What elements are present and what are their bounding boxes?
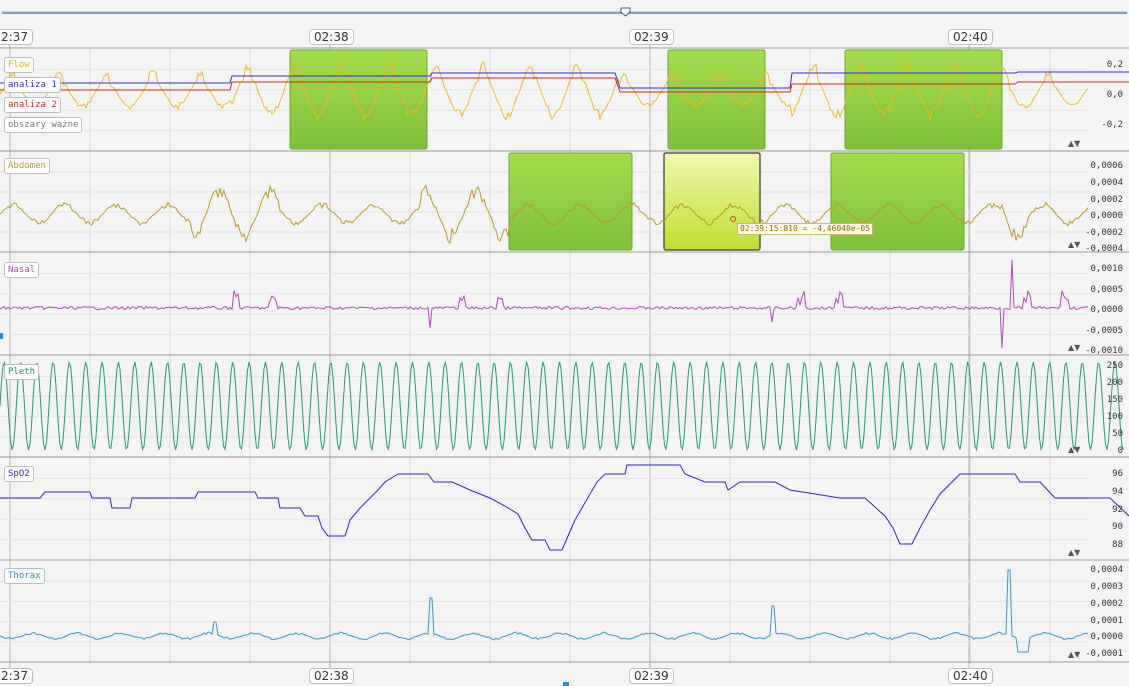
important-region-abdomen-3 xyxy=(830,152,965,251)
channel-label-spo2[interactable]: SpO2 xyxy=(4,466,34,482)
ytick-thorax-4: 0,0000 xyxy=(1090,632,1123,642)
playhead-marker[interactable] xyxy=(563,682,569,686)
ytick-pleth-5: 0 xyxy=(1117,446,1123,456)
ytick-spo2-0: 96 xyxy=(1112,469,1123,479)
ytick-thorax-2: 0,0002 xyxy=(1090,599,1123,609)
important-region-abdomen-1 xyxy=(508,152,633,251)
time-label-bottom-2: 02:39 xyxy=(629,668,674,684)
flow-waveform xyxy=(0,58,1089,121)
important-region-flow-2 xyxy=(667,49,766,150)
spo2-line xyxy=(0,464,1129,551)
cursor-tooltip: 02:39:15:810 = -4,46040e-05 xyxy=(737,223,874,235)
ytick-abdomen-3: 0,0000 xyxy=(1090,211,1123,221)
ytick-pleth-0: 250 xyxy=(1106,361,1123,371)
ytick-nasal-2: 0,0000 xyxy=(1090,305,1123,315)
channel-label-analiza-2[interactable]: analiza 2 xyxy=(4,97,61,113)
ytick-pleth-4: 50 xyxy=(1112,429,1123,439)
time-label-top-2: 02:39 xyxy=(629,29,674,45)
ytick-flow-2: -0,2 xyxy=(1101,120,1123,130)
scale-arrows-icon: ▲▼ xyxy=(1068,650,1081,659)
important-region-flow-3 xyxy=(844,49,1003,150)
scale-arrows-icon: ▲▼ xyxy=(1068,548,1081,557)
ytick-flow-1: 0,0 xyxy=(1106,90,1123,100)
ytick-thorax-0: 0,0004 xyxy=(1090,565,1123,575)
ytick-thorax-5: -0,0001 xyxy=(1085,649,1123,659)
ytick-flow-0: 0,2 xyxy=(1106,60,1123,70)
ytick-nasal-3: -0,0005 xyxy=(1085,326,1123,336)
scale-arrows-icon: ▲▼ xyxy=(1068,343,1081,352)
time-label-bottom-3: 02:40 xyxy=(948,668,993,684)
analiza-2-line xyxy=(0,77,1129,93)
abdomen-waveform xyxy=(0,184,1089,245)
thorax-waveform xyxy=(0,569,1089,653)
nasal-waveform xyxy=(0,259,1089,349)
time-label-top-3: 02:40 xyxy=(948,29,993,45)
timeline-scrollbar-highlight xyxy=(2,11,1127,12)
time-label-top-0: 2:37 xyxy=(0,29,33,45)
ytick-abdomen-2: 0,0002 xyxy=(1090,195,1123,205)
ytick-abdomen-0: 0,0006 xyxy=(1090,161,1123,171)
channel-label-obszary-wazne[interactable]: obszary ważne xyxy=(4,117,83,133)
important-region-flow-1 xyxy=(289,49,428,150)
ytick-spo2-2: 92 xyxy=(1112,505,1123,515)
ytick-pleth-1: 200 xyxy=(1106,378,1123,388)
cursor-point xyxy=(730,216,736,222)
important-region-abdomen-selected xyxy=(663,152,761,251)
ytick-nasal-4: -0,0010 xyxy=(1085,346,1123,356)
ytick-abdomen-5: -0,0004 xyxy=(1085,244,1123,254)
ytick-pleth-3: 100 xyxy=(1106,412,1123,422)
time-label-bottom-0: 2:37 xyxy=(0,668,33,684)
ytick-spo2-4: 88 xyxy=(1112,540,1123,550)
ytick-spo2-1: 94 xyxy=(1112,487,1123,497)
channel-label-pleth[interactable]: Pleth xyxy=(4,364,40,380)
ytick-nasal-1: 0,0005 xyxy=(1090,285,1123,295)
timeline-scrollbar[interactable] xyxy=(2,12,1127,14)
channel-label-analiza-1[interactable]: analiza 1 xyxy=(4,77,61,93)
timeline-scroll-handle[interactable] xyxy=(620,7,631,17)
channel-label-abdomen[interactable]: Abdomen xyxy=(4,158,50,174)
time-label-bottom-1: 02:38 xyxy=(309,668,354,684)
channel-label-flow[interactable]: Flow xyxy=(4,57,34,73)
analiza-1-line xyxy=(0,71,1129,89)
ytick-nasal-0: 0,0010 xyxy=(1090,264,1123,274)
channel-label-thorax[interactable]: Thorax xyxy=(4,568,45,584)
time-label-top-1: 02:38 xyxy=(309,29,354,45)
ytick-thorax-1: 0,0003 xyxy=(1090,582,1123,592)
channel-label-nasal[interactable]: Nasal xyxy=(4,262,40,278)
ytick-spo2-3: 90 xyxy=(1112,522,1123,532)
ytick-thorax-3: 0,0001 xyxy=(1090,616,1123,626)
scale-arrows-icon: ▲▼ xyxy=(1068,240,1081,249)
ytick-abdomen-4: -0,0002 xyxy=(1085,228,1123,238)
scale-arrows-icon: ▲▼ xyxy=(1068,139,1081,148)
ytick-pleth-2: 150 xyxy=(1106,395,1123,405)
ytick-abdomen-1: 0,0004 xyxy=(1090,178,1123,188)
left-edge-marker xyxy=(0,333,3,339)
pleth-waveform xyxy=(0,360,1124,452)
